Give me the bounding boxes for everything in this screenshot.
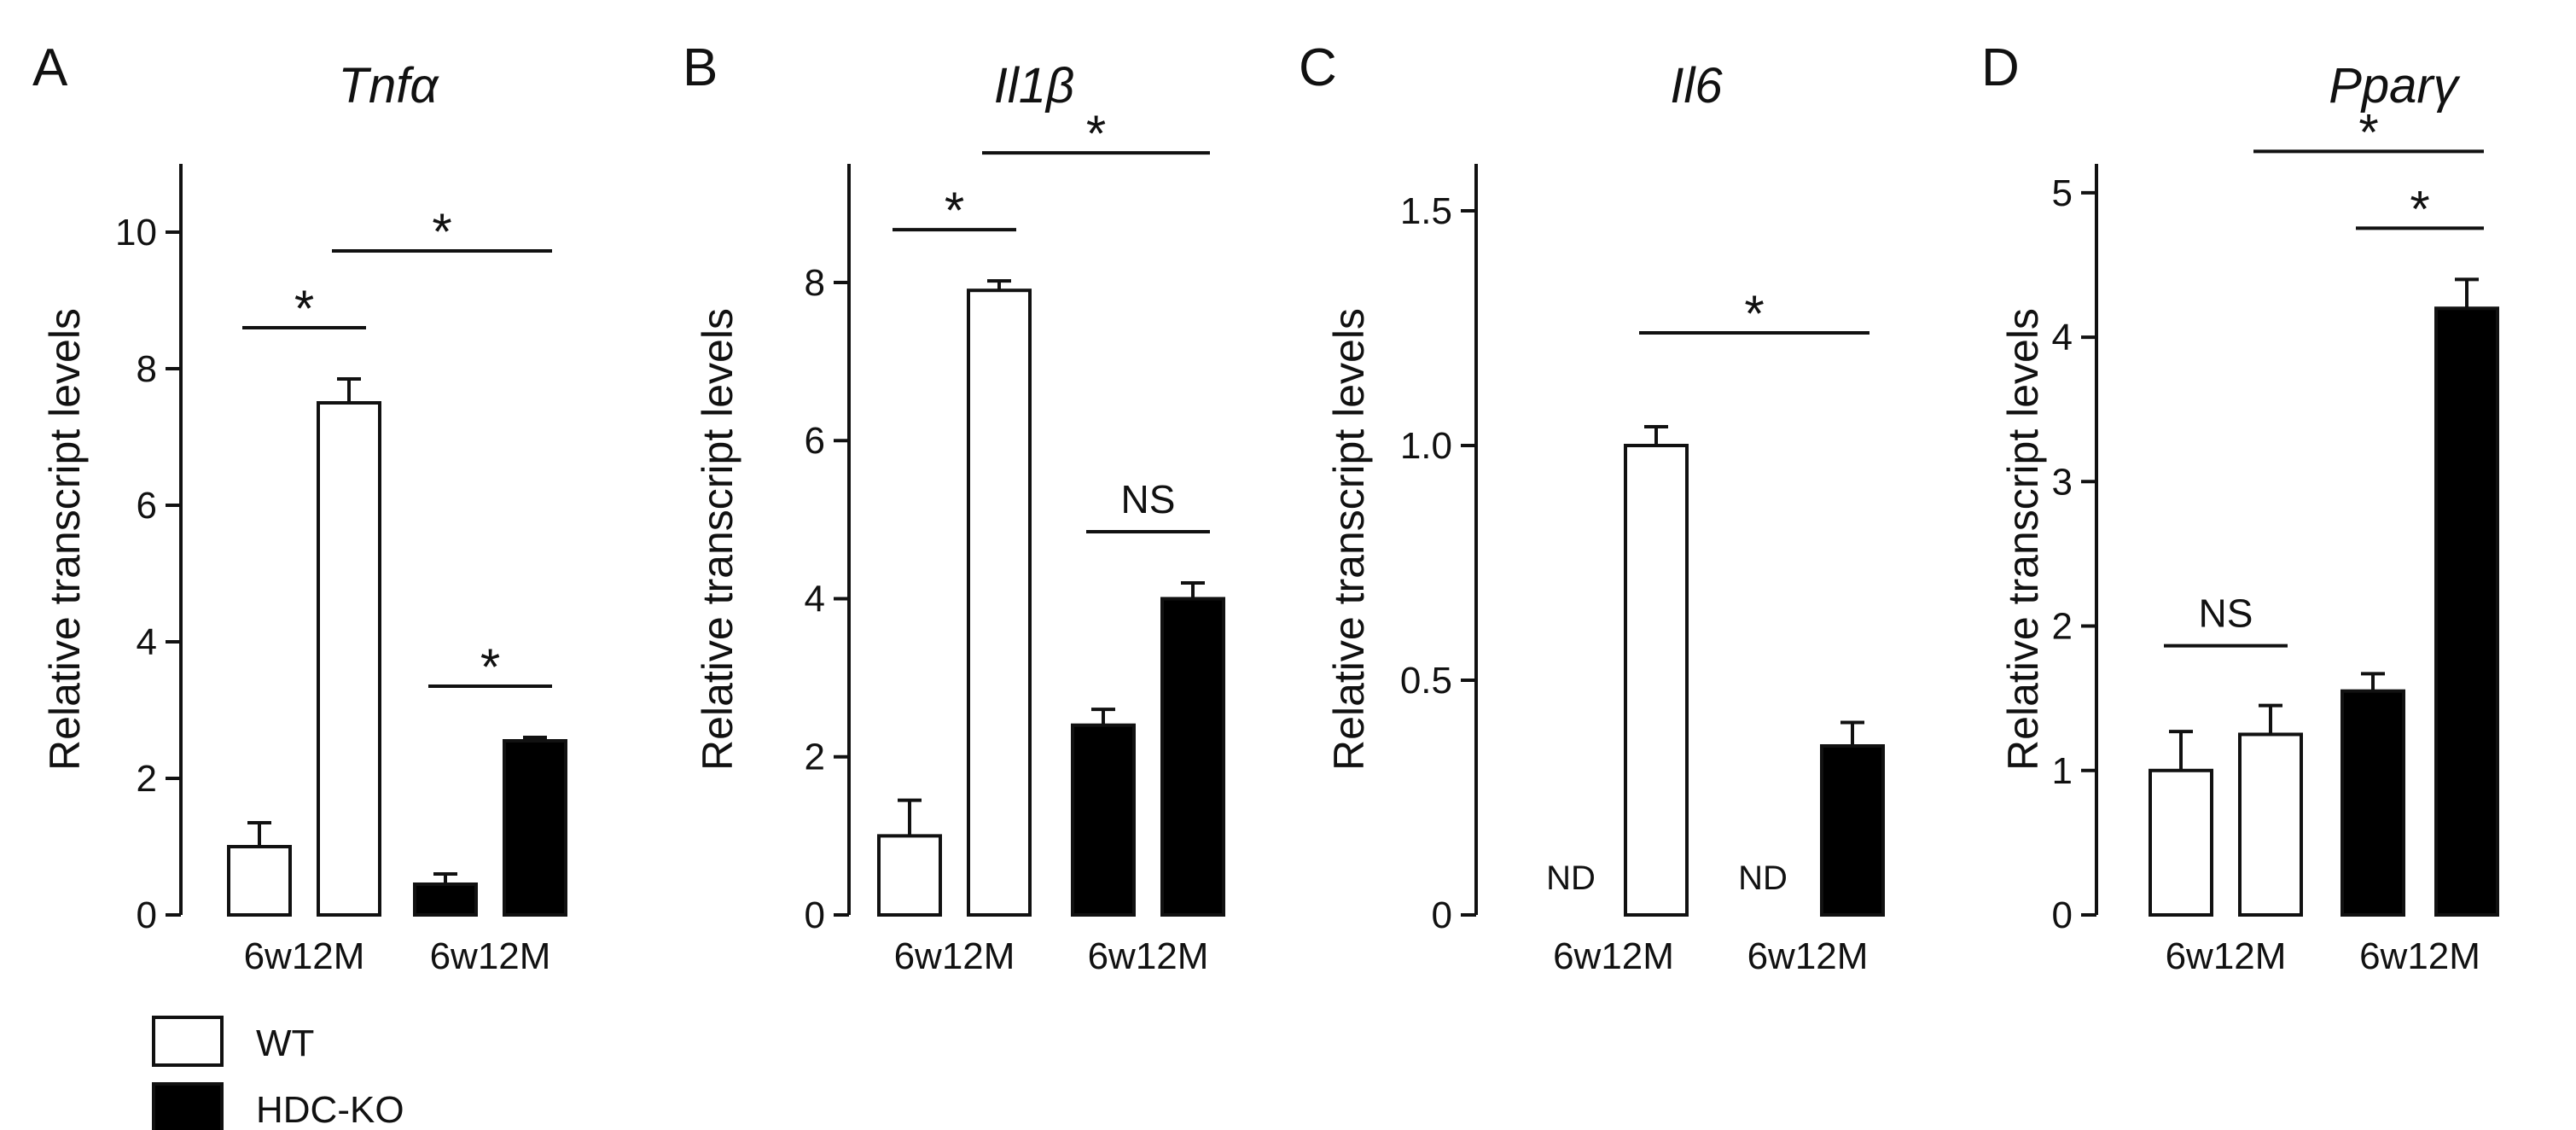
x-group-label: 6w12M <box>1088 935 1209 977</box>
x-group-label: 6w12M <box>430 935 551 977</box>
significance-label: * <box>2410 180 2429 237</box>
panel-letter: D <box>1981 38 2020 97</box>
bar-wt <box>967 288 1032 917</box>
significance-label: NS <box>1121 477 1176 521</box>
y-tick-label: 4 <box>805 578 825 620</box>
bar-hdc-ko <box>1071 723 1136 917</box>
y-tick-label: 6 <box>805 420 825 462</box>
x-group-label: 6w12M <box>2166 935 2287 977</box>
y-tick-label: 10 <box>115 212 157 253</box>
y-axis-label: Relative transcript levels <box>1325 308 1373 771</box>
legend-label: WT <box>256 1022 314 1064</box>
bar-wt <box>877 834 942 917</box>
panel-letter: A <box>32 38 68 97</box>
y-tick-label: 2 <box>805 737 825 778</box>
chart-title: Tnfα <box>339 58 440 114</box>
y-tick-label: 8 <box>805 262 825 304</box>
y-tick-label: 0 <box>1432 894 1452 936</box>
bar-hdc-ko <box>2340 689 2405 917</box>
bar-wt <box>227 845 292 917</box>
bar-hdc-ko <box>2434 306 2499 917</box>
y-axis-label: Relative transcript levels <box>41 308 89 771</box>
y-tick-label: 1.5 <box>1400 190 1452 232</box>
significance-label: * <box>2358 103 2378 160</box>
y-axis-label: Relative transcript levels <box>694 308 741 771</box>
significance-label: * <box>945 182 964 239</box>
significance-label: NS <box>2199 591 2253 636</box>
legend-swatch-wt <box>152 1016 224 1067</box>
significance-label: * <box>294 280 314 337</box>
x-group-label: 6w12M <box>894 935 1015 977</box>
nd-label: ND <box>1738 859 1788 897</box>
y-tick-label: 4 <box>137 621 157 663</box>
y-tick-label: 0 <box>805 894 825 936</box>
y-tick-label: 4 <box>2052 317 2073 358</box>
y-tick-label: 6 <box>137 485 157 527</box>
bar-wt <box>2238 732 2303 917</box>
bar-wt <box>317 401 381 917</box>
bar-wt <box>2149 768 2213 917</box>
y-tick-label: 0 <box>2052 894 2073 936</box>
y-tick-label: 3 <box>2052 461 2073 503</box>
x-group-label: 6w12M <box>244 935 365 977</box>
panel-letter: B <box>683 38 718 97</box>
legend-label: HDC-KO <box>256 1089 404 1130</box>
chart-title: Pparγ <box>2329 58 2461 114</box>
bar-hdc-ko <box>413 882 478 917</box>
bar-hdc-ko <box>1160 597 1225 917</box>
nd-label: ND <box>1546 859 1596 897</box>
y-tick-label: 0.5 <box>1400 660 1452 702</box>
y-tick-label: 8 <box>137 348 157 390</box>
chart-title: Il1β <box>994 58 1074 114</box>
y-tick-label: 1.0 <box>1400 425 1452 467</box>
chart-title: Il6 <box>1670 58 1723 114</box>
bar-wt <box>1624 444 1689 917</box>
significance-label: * <box>1744 285 1764 342</box>
x-group-label: 6w12M <box>1553 935 1674 977</box>
significance-label: * <box>480 638 500 696</box>
y-tick-label: 5 <box>2052 172 2073 214</box>
significance-label: * <box>1086 105 1106 162</box>
x-group-label: 6w12M <box>1747 935 1869 977</box>
y-axis-label: Relative transcript levels <box>1999 308 2047 771</box>
y-tick-label: 2 <box>137 758 157 800</box>
panel-letter: C <box>1299 38 1337 97</box>
legend-swatch-hdc-ko <box>152 1082 224 1130</box>
bar-hdc-ko <box>503 739 567 917</box>
bar-hdc-ko <box>1820 744 1885 917</box>
y-tick-label: 2 <box>2052 606 2073 648</box>
y-tick-label: 1 <box>2052 750 2073 792</box>
y-tick-label: 0 <box>137 894 157 936</box>
significance-label: * <box>432 203 451 260</box>
x-group-label: 6w12M <box>2359 935 2480 977</box>
